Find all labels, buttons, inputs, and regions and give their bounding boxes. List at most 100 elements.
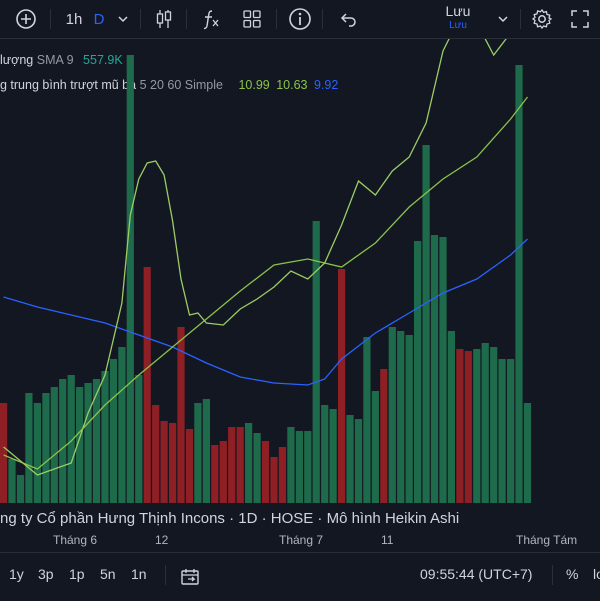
volume-bar: [287, 427, 295, 503]
volume-bar: [405, 335, 413, 503]
volume-bar: [177, 327, 185, 503]
volume-bar: [464, 351, 472, 503]
volume-bar: [473, 349, 481, 503]
volume-legend-params: SMA 9: [36, 53, 74, 67]
volume-bar: [430, 235, 439, 503]
volume-bar: [498, 359, 506, 503]
ema-mid-line: [3, 96, 529, 470]
volume-bar: [304, 431, 312, 503]
info-button[interactable]: [286, 0, 314, 38]
volume-bar: [388, 327, 396, 503]
range-1y-button[interactable]: 1y: [9, 566, 24, 582]
volume-legend-value: 557.9K: [83, 53, 123, 67]
toolbar-divider: [322, 9, 323, 29]
percent-scale-toggle[interactable]: %: [566, 566, 579, 582]
time-tick: Tháng 7: [279, 533, 324, 547]
volume-bar: [329, 409, 337, 503]
volume-bar: [380, 369, 388, 503]
volume-bar: [211, 445, 219, 503]
ema-fast-line: [3, 39, 507, 476]
interval-button[interactable]: 1h: [62, 0, 86, 38]
volume-bar: [481, 343, 489, 503]
calendar-goto-icon: [181, 569, 199, 585]
save-button[interactable]: Lưu Lưu: [430, 3, 486, 35]
volume-bar: [0, 403, 8, 503]
interval-flag: D: [93, 10, 105, 28]
volume-bar: [84, 383, 92, 503]
volume-bar: [219, 441, 227, 503]
toolbar-divider: [276, 9, 277, 29]
volume-bar: [92, 379, 101, 503]
chart-type-button[interactable]: [150, 0, 178, 38]
volume-bar: [152, 405, 160, 503]
time-tick: Tháng 6: [53, 533, 98, 547]
undo-button[interactable]: [334, 0, 362, 38]
fullscreen-button[interactable]: [566, 0, 594, 38]
log-scale-toggle[interactable]: lo: [593, 566, 600, 582]
chevron-down-icon: [498, 16, 508, 23]
volume-bar: [447, 331, 455, 503]
layout-button[interactable]: [238, 0, 266, 38]
toolbar-divider: [520, 9, 521, 29]
symbol-title: ng ty Cổ phần Hưng Thịnh Incons · 1D · H…: [0, 510, 600, 530]
info-icon: [289, 8, 311, 30]
ema-legend: g trung bình trượt mũ ba 5 20 60 Simple …: [0, 78, 338, 92]
bottom-divider: [552, 565, 553, 585]
time-axis[interactable]: Tháng 6 12 Tháng 7 11 Tháng Tám: [0, 530, 600, 552]
volume-bar: [515, 65, 523, 503]
range-5n-button[interactable]: 5n: [100, 566, 116, 582]
volume-bar: [278, 447, 286, 503]
range-1p-button[interactable]: 1p: [69, 566, 85, 582]
indicators-button[interactable]: [196, 0, 224, 38]
clock-timezone[interactable]: 09:55:44 (UTC+7): [420, 566, 533, 582]
goto-date-button[interactable]: [178, 555, 202, 599]
volume-bar: [59, 379, 67, 503]
volume-bar: [76, 387, 84, 503]
volume-bar: [16, 475, 25, 503]
fullscreen-icon: [571, 10, 589, 28]
top-toolbar: 1h D: [0, 0, 600, 39]
undo-icon: [340, 13, 356, 27]
interval-label: 1h: [65, 10, 83, 28]
volume-bar: [25, 393, 33, 503]
volume-bar: [371, 391, 379, 503]
volume-bar: [523, 403, 532, 503]
time-tick: Tháng Tám: [516, 533, 578, 547]
chart-pane[interactable]: lượng SMA 9 557.9K g trung bình trượt mũ…: [0, 39, 600, 525]
volume-bar: [8, 459, 16, 503]
interval-dropdown[interactable]: [114, 0, 132, 38]
volume-bar: [33, 403, 41, 503]
ema-legend-params: 5 20 60 Simple: [139, 78, 223, 92]
volume-legend-label: lượng: [0, 53, 34, 67]
ema-value-slow: 9.92: [313, 78, 339, 92]
add-symbol-button[interactable]: [10, 0, 42, 38]
time-tick: 11: [381, 533, 394, 547]
volume-bar: [169, 423, 177, 503]
range-1n-button[interactable]: 1n: [131, 566, 147, 582]
volume-bar: [338, 269, 346, 503]
interval-d-button[interactable]: D: [90, 0, 108, 38]
toolbar-divider: [140, 9, 141, 29]
range-3p-button[interactable]: 3p: [38, 566, 54, 582]
bottom-divider: [165, 565, 166, 585]
volume-bar: [109, 359, 117, 503]
volume-bar: [126, 55, 134, 503]
gear-icon: [531, 8, 553, 30]
volume-bar: [363, 337, 371, 503]
volume-bar: [118, 347, 126, 503]
volume-bar: [490, 347, 498, 503]
volume-ema-chart: [0, 39, 532, 503]
volume-bar: [439, 237, 447, 503]
save-dropdown[interactable]: [494, 0, 512, 38]
volume-bar: [228, 427, 236, 503]
volume-bar: [414, 241, 422, 503]
volume-bar: [312, 221, 320, 503]
plus-circle-icon: [16, 9, 36, 29]
settings-button[interactable]: [528, 0, 556, 38]
save-sublabel: Lưu: [449, 20, 467, 31]
fx-icon: [203, 10, 219, 30]
volume-bar: [261, 441, 270, 503]
volume-bar: [245, 423, 253, 503]
ema-slow-line: [3, 238, 528, 386]
volume-bar: [160, 421, 168, 503]
